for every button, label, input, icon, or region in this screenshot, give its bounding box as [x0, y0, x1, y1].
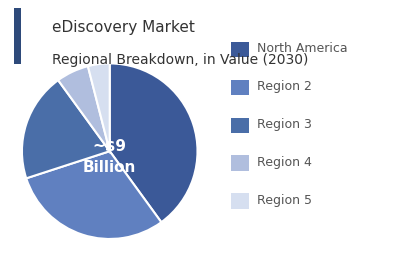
- Wedge shape: [22, 80, 110, 178]
- Wedge shape: [26, 151, 161, 239]
- Text: North America: North America: [257, 43, 348, 55]
- Text: Region 3: Region 3: [257, 118, 312, 131]
- Wedge shape: [58, 66, 110, 151]
- Text: Regional Breakdown, in Value (2030): Regional Breakdown, in Value (2030): [52, 53, 308, 67]
- Text: Region 5: Region 5: [257, 194, 312, 207]
- Text: Region 2: Region 2: [257, 80, 312, 93]
- Text: Region 4: Region 4: [257, 156, 312, 169]
- Text: Source: www.psmarketresearch.com: Source: www.psmarketresearch.com: [194, 261, 372, 271]
- Text: Billion: Billion: [83, 160, 136, 174]
- Wedge shape: [88, 64, 110, 151]
- Text: ~$9: ~$9: [93, 139, 127, 154]
- Text: eDiscovery Market: eDiscovery Market: [52, 20, 195, 35]
- Wedge shape: [110, 64, 198, 222]
